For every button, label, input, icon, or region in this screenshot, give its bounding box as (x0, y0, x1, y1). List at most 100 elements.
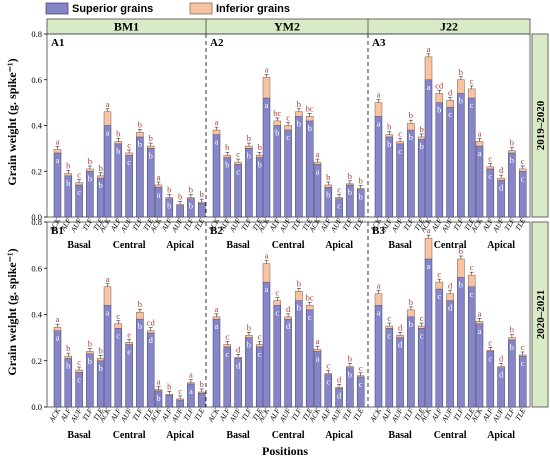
bar-inferior (154, 184, 163, 188)
sig-letter-superior: c (359, 379, 363, 389)
sig-letter-superior: b (247, 340, 251, 350)
bar-inferior (346, 183, 354, 186)
sig-letter-superior: c (488, 354, 492, 364)
bar-superior (446, 300, 454, 408)
bar-inferior (75, 182, 83, 186)
bar-superior (407, 129, 415, 218)
sig-letter-inferior: b (66, 343, 70, 353)
sig-letter-inferior: b (200, 379, 204, 389)
bar-superior (467, 97, 476, 218)
bar-superior (103, 125, 112, 218)
bar-superior (305, 120, 314, 218)
panel-label: B2 (210, 225, 223, 237)
bar-superior (197, 203, 206, 218)
bar-inferior (385, 325, 394, 329)
bar-superior (284, 129, 292, 218)
sig-letter-superior: a (478, 148, 482, 158)
y-tick-label: 0.2 (31, 166, 42, 176)
bar-inferior (103, 111, 112, 126)
bar-inferior (356, 375, 365, 378)
sig-letter-superior: a (106, 128, 110, 138)
bar-inferior (435, 281, 444, 290)
sig-letter-superior: b (99, 363, 103, 373)
position-label: Basal (67, 240, 91, 251)
bar-inferior (187, 197, 195, 199)
sig-letter-inferior: c (77, 357, 81, 367)
bar-inferior (136, 132, 144, 138)
bar-inferior (86, 351, 94, 355)
sig-letter-superior: b (459, 95, 463, 105)
sig-letter-superior: b (138, 321, 142, 331)
bar-inferior (96, 175, 105, 179)
bar-inferior (407, 309, 415, 318)
bar-inferior (86, 168, 94, 172)
sig-letter-inferior: b (178, 191, 182, 201)
sig-letter-inferior: c (437, 269, 441, 279)
bar-inferior (114, 323, 123, 329)
sig-letter-inferior: d (236, 344, 241, 354)
bar-inferior (417, 136, 426, 140)
sig-letter-inferior: b (510, 138, 514, 148)
bar-inferior (245, 145, 253, 149)
sig-letter-superior: b (116, 146, 120, 156)
bar-inferior (467, 88, 476, 99)
sig-letter-inferior: bc (306, 292, 314, 302)
sig-letter-inferior: b (459, 67, 463, 77)
panel-b3: B3aaACKccALFddAUFbbTLFccTLEBasalaaACKccA… (368, 225, 528, 441)
sig-letter-superior: c (521, 173, 525, 183)
position-label: Apical (325, 430, 353, 441)
sig-letter-superior: c (398, 146, 402, 156)
sig-letter-inferior: d (286, 304, 291, 314)
bar-inferior (234, 357, 242, 359)
bar-inferior (508, 337, 516, 341)
sig-letter-superior: a (215, 137, 219, 147)
bar-inferior (234, 161, 242, 165)
sig-letter-superior: b (156, 393, 160, 403)
y-axis-label-bottom: Grain weight (g. spike⁻¹) (5, 248, 19, 375)
sig-letter-superior: b (437, 105, 441, 115)
sig-letter-superior: b (66, 178, 70, 188)
sig-letter-superior: c (326, 377, 330, 387)
sig-letter-inferior: c (236, 149, 240, 159)
sig-letter-superior: b (420, 141, 424, 151)
bar-inferior (346, 366, 354, 368)
legend-swatch-inferior (189, 2, 213, 15)
bar-inferior (284, 316, 292, 320)
bar-superior (385, 136, 394, 218)
sig-letter-superior: b (297, 118, 301, 128)
bar-inferior (146, 145, 155, 149)
bar-superior (446, 106, 454, 218)
bar-inferior (273, 300, 282, 306)
sig-letter-superior: a (189, 386, 193, 396)
legend-swatch-superior (45, 2, 69, 15)
sig-letter-inferior: a (377, 281, 381, 291)
sig-letter-inferior: a (316, 149, 320, 159)
sig-letter-inferior: c (470, 262, 474, 272)
sig-letter-inferior: b (138, 119, 142, 129)
sig-letter-inferior: bc (273, 108, 281, 118)
bar-inferior (396, 335, 404, 338)
bar-inferior (305, 305, 314, 311)
sig-letter-inferior: a (157, 377, 161, 387)
bar-inferior (518, 354, 527, 357)
sig-letter-inferior: c (337, 185, 341, 195)
sig-letter-superior: a (427, 82, 431, 92)
bar-inferior (518, 168, 527, 172)
chart-legend: Superior grains Inferior grains (45, 2, 290, 15)
bar-inferior (114, 141, 123, 145)
sig-letter-superior: b (275, 128, 279, 138)
sig-letter-superior: b (66, 360, 70, 370)
bar-inferior (176, 398, 184, 401)
sig-letter-inferior: d (337, 374, 342, 384)
sig-letter-inferior: b (200, 189, 204, 199)
bar-inferior (457, 79, 465, 94)
sig-letter-inferior: c (488, 337, 492, 347)
cultivar-label-bm1: BM1 (114, 20, 139, 34)
y-tick-label: 0.6 (31, 263, 42, 273)
bar-inferior (497, 177, 505, 181)
sig-letter-superior: a (316, 166, 320, 176)
sig-letter-superior: c (258, 349, 262, 359)
sig-letter-inferior: b (297, 99, 301, 109)
sig-letter-superior: d (337, 391, 342, 401)
y-tick-label: 0.8 (31, 217, 42, 227)
